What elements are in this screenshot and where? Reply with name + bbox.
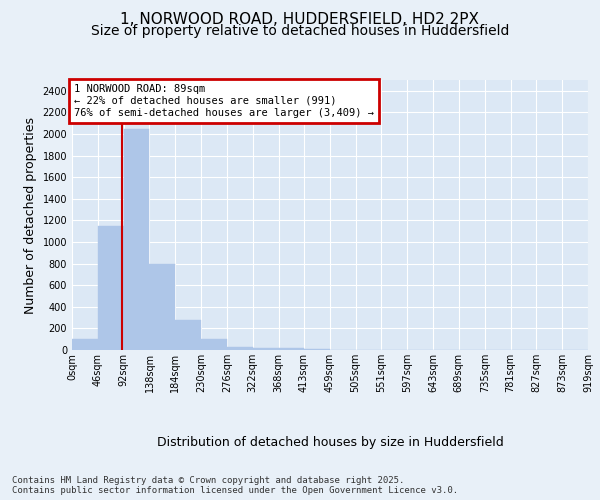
Bar [253, 348, 278, 350]
Text: Distribution of detached houses by size in Huddersfield: Distribution of detached houses by size … [157, 436, 503, 449]
Bar [175, 320, 201, 350]
Bar [72, 339, 98, 350]
Bar [278, 348, 304, 350]
Y-axis label: Number of detached properties: Number of detached properties [24, 116, 37, 314]
Bar [201, 339, 227, 350]
Text: Contains HM Land Registry data © Crown copyright and database right 2025.
Contai: Contains HM Land Registry data © Crown c… [12, 476, 458, 495]
Bar [227, 348, 253, 350]
Bar [124, 128, 149, 350]
Bar [149, 264, 175, 350]
Text: 1, NORWOOD ROAD, HUDDERSFIELD, HD2 2PX: 1, NORWOOD ROAD, HUDDERSFIELD, HD2 2PX [121, 12, 479, 28]
Text: Size of property relative to detached houses in Huddersfield: Size of property relative to detached ho… [91, 24, 509, 38]
Bar [98, 226, 124, 350]
Text: 1 NORWOOD ROAD: 89sqm
← 22% of detached houses are smaller (991)
76% of semi-det: 1 NORWOOD ROAD: 89sqm ← 22% of detached … [74, 84, 374, 117]
